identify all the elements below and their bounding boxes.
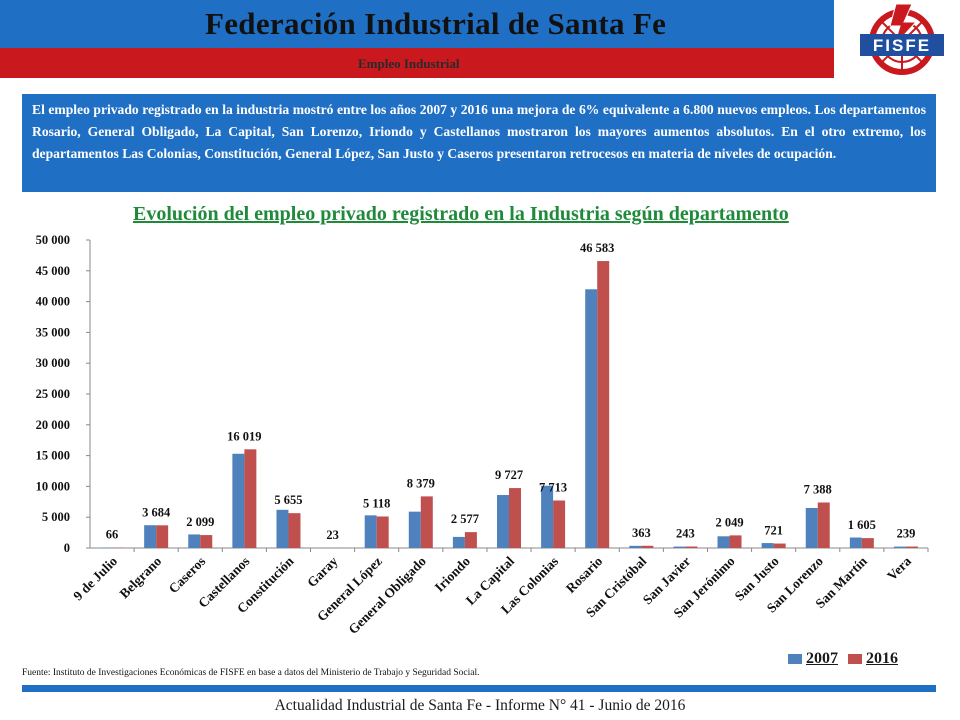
data-label: 2 577: [451, 512, 479, 526]
category-label: Garay: [304, 553, 341, 590]
bar-2007: [893, 546, 906, 548]
summary-box: El empleo privado registrado en la indus…: [22, 94, 936, 192]
header-band: [0, 0, 834, 48]
bar-2007: [629, 545, 642, 548]
bar-2007: [585, 289, 598, 548]
bar-2007: [452, 536, 465, 548]
logo-text: FISFE: [873, 36, 931, 55]
bar-2016: [817, 502, 830, 548]
bar-2007: [408, 511, 421, 548]
bar-2016: [685, 546, 698, 548]
bar-2007: [144, 525, 157, 548]
bar-2016: [156, 525, 169, 548]
bar-2016: [729, 535, 742, 548]
data-label: 5 655: [274, 493, 302, 507]
data-label: 2 049: [715, 515, 743, 529]
data-label: 7 713: [539, 480, 567, 494]
category-label: Caseros: [166, 554, 209, 597]
source-note: Fuente: Instituto de Investigaciones Eco…: [22, 668, 480, 678]
legend-item-2007: 2007: [788, 650, 838, 668]
category-label: General Obligado: [345, 553, 429, 637]
data-label: 66: [106, 528, 119, 542]
legend-swatch-2016: [848, 654, 862, 664]
y-tick-label: 5 000: [42, 510, 70, 524]
fisfe-logo-icon: FISFE: [860, 3, 944, 75]
bar-2016: [464, 532, 477, 548]
data-label: 7 388: [804, 482, 832, 496]
bar-2016: [597, 261, 610, 548]
data-label: 23: [326, 528, 339, 542]
y-tick-label: 35 000: [36, 325, 70, 339]
bar-2007: [497, 495, 509, 548]
category-label: Belgrano: [117, 553, 165, 601]
data-label: 46 583: [580, 241, 614, 255]
y-tick-label: 40 000: [36, 295, 70, 309]
bar-2016: [420, 496, 433, 548]
bar-2007: [188, 534, 201, 548]
data-label: 8 379: [407, 476, 435, 490]
y-tick-label: 50 000: [36, 233, 70, 247]
page-title: Federación Industrial de Santa Fe: [205, 6, 667, 41]
bar-2007: [541, 485, 554, 548]
footer-divider: [22, 685, 936, 692]
category-label: Rosario: [563, 553, 606, 596]
y-tick-label: 10 000: [36, 479, 70, 493]
bar-2016: [244, 449, 257, 548]
data-label: 239: [897, 527, 916, 541]
bar-2016: [376, 516, 389, 548]
bar-2007: [849, 537, 862, 548]
y-tick-label: 20 000: [36, 418, 70, 432]
bar-2016: [200, 535, 213, 548]
data-label: 3 684: [142, 505, 171, 519]
bar-2016: [773, 543, 786, 548]
data-label: 5 118: [363, 496, 390, 510]
chart-legend: 2007 2016: [788, 648, 898, 670]
data-label: 2 099: [186, 515, 214, 529]
bar-2016: [509, 488, 521, 548]
data-label: 16 019: [227, 429, 261, 443]
bar-2016: [861, 538, 874, 548]
bar-2016: [641, 545, 654, 548]
legend-swatch-2007: [788, 654, 802, 664]
data-label: 721: [764, 524, 783, 538]
data-label: 243: [676, 527, 695, 541]
legend-item-2016: 2016: [848, 650, 898, 668]
employment-bar-chart: 0 5 000 10 000 15 000 20 000 25 000 30 000 35 0…: [36, 233, 929, 637]
bar-2016: [905, 546, 918, 548]
bar-2016: [288, 513, 301, 548]
bar-2007: [717, 536, 730, 548]
page-subtitle: Empleo Industrial: [358, 56, 460, 71]
bar-2007: [673, 546, 686, 548]
data-label: 9 727: [495, 468, 523, 482]
y-tick-label: 30 000: [36, 356, 70, 370]
bar-2016: [553, 500, 566, 548]
chart-title: Evolución del empleo privado registrado …: [133, 203, 789, 225]
y-tick-label: 15 000: [36, 449, 70, 463]
bar-2007: [761, 543, 774, 548]
y-tick-label: 0: [64, 541, 70, 555]
bar-2007: [364, 515, 377, 548]
legend-label-2016: 2016: [866, 650, 898, 667]
category-label: 9 de Julio: [70, 553, 120, 603]
category-label: Iriondo: [432, 553, 474, 595]
data-label: 1 605: [848, 518, 876, 532]
legend-label-2007: 2007: [806, 650, 838, 667]
category-label: Vera: [884, 553, 914, 583]
bar-2007: [232, 453, 245, 548]
subheader-band: [0, 48, 834, 78]
footer-text: Actualidad Industrial de Santa Fe - Info…: [274, 697, 686, 714]
y-tick-label: 45 000: [36, 264, 70, 278]
y-tick-label: 25 000: [36, 387, 70, 401]
bar-2007: [276, 509, 289, 548]
data-label: 363: [632, 526, 651, 540]
bar-2007: [805, 507, 818, 548]
summary-text: El empleo privado registrado en la indus…: [32, 102, 926, 161]
